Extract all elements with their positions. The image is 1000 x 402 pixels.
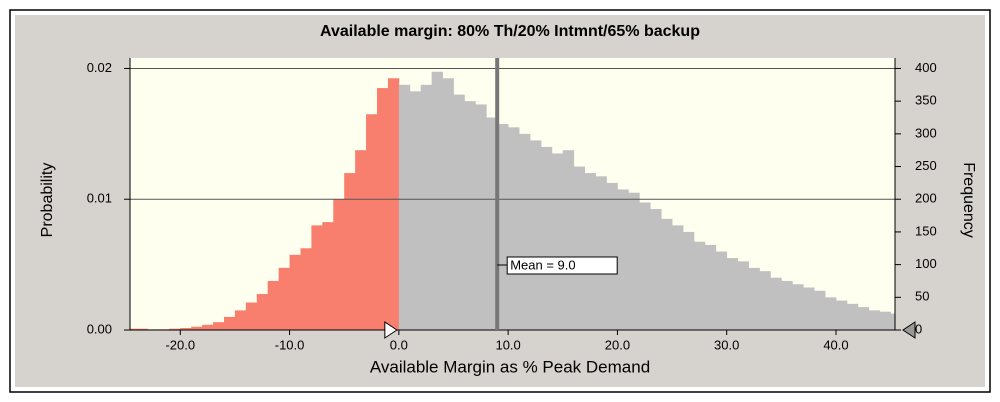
y2-tick-label: 50 bbox=[915, 289, 929, 304]
y-tick-label: 0.01 bbox=[87, 191, 112, 206]
bar bbox=[398, 84, 411, 330]
y-tick-label: 0.00 bbox=[87, 321, 112, 336]
x-tick-label: 20.0 bbox=[605, 337, 630, 352]
chart-title: Available margin: 80% Th/20% Intmnt/65% … bbox=[320, 23, 700, 40]
bar bbox=[803, 287, 815, 330]
y2-tick-label: 100 bbox=[915, 256, 937, 271]
bar bbox=[792, 284, 804, 330]
x-tick-label: -10.0 bbox=[275, 337, 305, 352]
bar bbox=[453, 94, 465, 330]
bar bbox=[355, 150, 367, 330]
mean-label: Mean = 9.0 bbox=[510, 257, 575, 272]
bar bbox=[136, 328, 148, 330]
bar bbox=[759, 271, 771, 330]
y2-tick-label: 0 bbox=[915, 321, 922, 336]
bar bbox=[486, 117, 498, 330]
y2-tick-label: 350 bbox=[915, 93, 937, 108]
bar bbox=[376, 88, 389, 330]
bar bbox=[387, 78, 400, 331]
bar bbox=[781, 280, 793, 330]
bar bbox=[682, 231, 695, 330]
y2-axis-label: Frequency bbox=[960, 162, 977, 238]
bar bbox=[278, 267, 290, 330]
bar bbox=[311, 225, 323, 330]
x-axis-label: Available Margin as % Peak Demand bbox=[370, 357, 650, 376]
bar bbox=[562, 150, 575, 330]
bar bbox=[551, 153, 564, 330]
bar bbox=[344, 173, 356, 330]
bar bbox=[540, 146, 553, 330]
bar bbox=[835, 300, 848, 330]
bar bbox=[333, 199, 345, 330]
bar bbox=[715, 251, 728, 330]
bar bbox=[726, 258, 739, 330]
bar bbox=[245, 302, 258, 330]
y-axis-label: Probability bbox=[39, 163, 56, 238]
bar bbox=[704, 245, 717, 330]
bar bbox=[748, 267, 760, 330]
bar bbox=[846, 303, 859, 330]
bar bbox=[879, 311, 892, 330]
certainty-marker bbox=[384, 321, 398, 339]
y2-tick-label: 200 bbox=[915, 191, 937, 206]
y2-tick-label: 150 bbox=[915, 223, 937, 238]
bar bbox=[770, 277, 782, 330]
bar bbox=[529, 140, 542, 330]
bar bbox=[267, 280, 280, 330]
bar bbox=[256, 294, 269, 330]
bar bbox=[606, 182, 618, 330]
bar bbox=[420, 84, 433, 330]
bar bbox=[672, 225, 684, 330]
bar bbox=[366, 114, 378, 330]
bar bbox=[825, 297, 837, 330]
bar bbox=[130, 328, 137, 330]
bar bbox=[213, 322, 225, 330]
bar bbox=[234, 310, 247, 330]
bar bbox=[464, 101, 476, 331]
bar bbox=[442, 78, 454, 331]
bar bbox=[169, 328, 181, 330]
y2-tick-label: 300 bbox=[915, 125, 937, 140]
bar bbox=[650, 209, 662, 330]
bar bbox=[890, 313, 896, 330]
bar bbox=[737, 261, 749, 330]
bar bbox=[475, 104, 487, 330]
bar bbox=[573, 166, 586, 330]
bar bbox=[300, 248, 312, 330]
x-tick-label: 10.0 bbox=[495, 337, 520, 352]
bar bbox=[857, 307, 870, 330]
bar bbox=[628, 192, 640, 330]
bar bbox=[693, 241, 706, 330]
bar bbox=[868, 310, 881, 330]
bar bbox=[508, 127, 520, 330]
x-tick-label: -20.0 bbox=[165, 337, 195, 352]
bar bbox=[191, 326, 203, 330]
bar bbox=[519, 133, 531, 330]
bar bbox=[497, 124, 509, 331]
bar bbox=[661, 218, 673, 330]
y-tick-label: 0.02 bbox=[87, 60, 112, 75]
bar bbox=[202, 324, 214, 330]
bar bbox=[180, 328, 192, 330]
y2-tick-label: 400 bbox=[915, 60, 937, 75]
certainty-marker bbox=[902, 321, 916, 339]
bar bbox=[814, 290, 826, 330]
bar bbox=[431, 71, 443, 330]
bar bbox=[639, 202, 651, 330]
bar bbox=[289, 254, 301, 330]
x-tick-label: 40.0 bbox=[823, 337, 848, 352]
bar bbox=[584, 173, 596, 330]
y2-tick-label: 250 bbox=[915, 158, 937, 173]
bar bbox=[223, 316, 236, 330]
bar bbox=[617, 189, 629, 330]
bar bbox=[322, 222, 334, 330]
x-tick-label: 30.0 bbox=[714, 337, 739, 352]
bar bbox=[595, 176, 607, 330]
x-tick-label: 0.0 bbox=[390, 337, 408, 352]
bar bbox=[409, 91, 422, 330]
mean-label-box bbox=[506, 256, 618, 275]
